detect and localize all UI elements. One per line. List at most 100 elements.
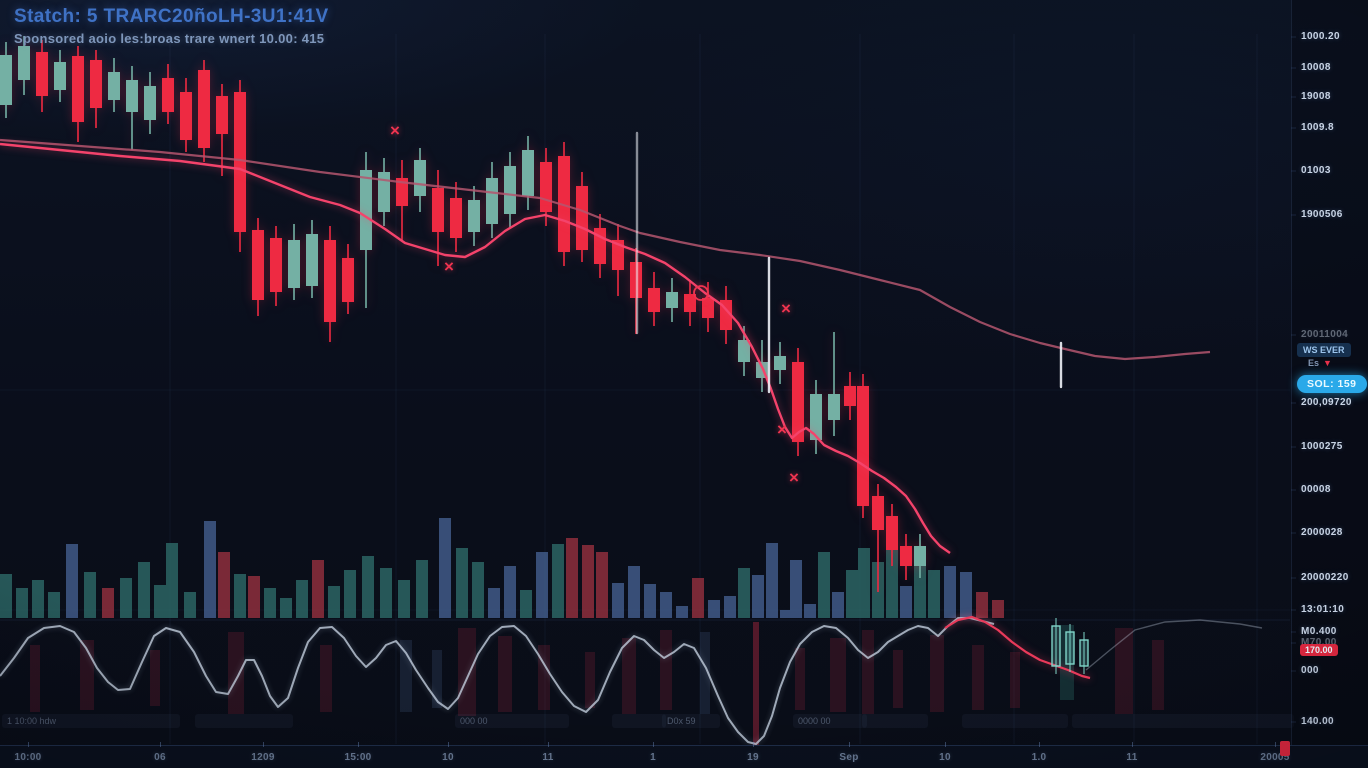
oscillator-stripe <box>622 638 636 714</box>
axis-marker-red <box>1280 741 1290 756</box>
candle-body <box>666 292 678 308</box>
candle-body <box>738 340 750 362</box>
price-axis-label: 13:01:10 <box>1301 604 1345 615</box>
volume-bar <box>738 568 750 618</box>
volume-bar <box>960 572 972 618</box>
circle-mark <box>693 285 709 301</box>
candle-body <box>810 394 822 440</box>
oscillator-stripe <box>320 645 332 712</box>
price-axis-label: 01003 <box>1301 165 1331 176</box>
volume-bar <box>0 574 12 618</box>
oscillator-line <box>0 617 995 745</box>
volume-bar <box>612 583 624 618</box>
change-value: Es <box>1308 358 1320 368</box>
volume-bar <box>644 584 656 618</box>
volume-bar <box>48 592 60 618</box>
volume-bar <box>102 588 114 618</box>
candle-body <box>144 86 156 120</box>
oscillator-stripe <box>585 652 595 708</box>
candle-body <box>414 160 426 196</box>
volume-bar <box>596 552 608 618</box>
volume-bar <box>780 610 792 618</box>
volume-bar <box>708 600 720 618</box>
volume-bar <box>439 518 451 618</box>
x-mark: × <box>444 257 454 276</box>
price-axis-label: 140.00 <box>1301 716 1334 727</box>
candle-body <box>576 186 588 250</box>
candle-body <box>324 240 336 322</box>
volume-bar <box>296 580 308 618</box>
candle-body <box>396 178 408 206</box>
volume-bar <box>120 578 132 618</box>
time-axis-tick <box>1132 742 1133 747</box>
price-axis-label: 10008 <box>1301 62 1331 73</box>
oscillator-stripe <box>930 635 944 712</box>
candle-body <box>72 56 84 122</box>
oscillator-stripe <box>458 628 476 716</box>
time-axis-tick <box>1039 742 1040 747</box>
mini-candle <box>1065 631 1075 665</box>
ma-slow-line <box>0 138 1211 361</box>
volume-histogram <box>0 518 1004 618</box>
time-axis-label: 1 <box>650 752 656 763</box>
candle-body <box>126 80 138 112</box>
candle-body <box>872 496 884 530</box>
volume-bar <box>818 552 830 618</box>
time-axis-label: 1209 <box>251 752 275 763</box>
candlesticks <box>0 36 926 592</box>
price-axis[interactable]: 1000.20 10008 19008 1009.8 01003 1900506 20011… <box>1291 0 1368 745</box>
volume-bar <box>552 544 564 618</box>
volume-bar <box>154 585 166 618</box>
oscillator-stripe <box>830 638 846 712</box>
footer-chip: 1 10:00 hdw <box>2 714 180 728</box>
candle-body <box>486 178 498 224</box>
oscillator-stripe <box>228 632 244 714</box>
time-axis-tick <box>160 742 161 747</box>
volume-bar <box>16 588 28 618</box>
mini-candle <box>1051 625 1061 667</box>
volume-bar <box>264 588 276 618</box>
volume-bar <box>628 566 640 618</box>
time-axis-tick <box>28 742 29 747</box>
candle-body <box>234 92 246 232</box>
x-mark: × <box>390 121 400 140</box>
candle-body <box>342 258 354 302</box>
price-axis-label: 200,09720 <box>1301 397 1352 408</box>
volume-bar <box>380 568 392 618</box>
footer-chip <box>1072 714 1294 728</box>
time-axis-tick <box>448 742 449 747</box>
footer-chip <box>962 714 1068 728</box>
time-axis-label: 20005 <box>1260 752 1290 763</box>
price-axis-label: 20000220 <box>1301 572 1349 583</box>
volume-bar <box>536 552 548 618</box>
volume-bar <box>280 598 292 618</box>
price-axis-label: 1000.20 <box>1301 31 1340 42</box>
time-axis-label: 10 <box>939 752 951 763</box>
volume-bar <box>804 604 816 618</box>
candle-body <box>288 240 300 288</box>
time-axis-label: 11 <box>542 752 554 763</box>
candle-body <box>108 72 120 100</box>
time-axis[interactable]: 10:00 06 1209 15:00 10 11 1 19 Sep 10 1.0 11 20005 <box>0 742 1368 768</box>
volume-bar <box>928 570 940 618</box>
volume-bar <box>858 548 870 618</box>
volume-bar <box>84 572 96 618</box>
volume-bar <box>846 570 858 618</box>
current-price-badge: SOL: 159 <box>1297 375 1367 393</box>
candle-body <box>612 240 624 270</box>
price-axis-label: 1009.8 <box>1301 122 1334 133</box>
volume-bar <box>166 543 178 618</box>
candle-body <box>378 172 390 212</box>
symbol-title: Statch: 5 TRARC20ñoLH-3U1:41V <box>14 6 329 27</box>
candle-body <box>558 156 570 252</box>
candle-body <box>702 298 714 318</box>
volume-bar <box>832 592 844 618</box>
x-mark: × <box>781 299 791 318</box>
footer-chip <box>195 714 293 728</box>
time-axis-tick <box>653 742 654 747</box>
volume-bar <box>344 570 356 618</box>
down-arrow-icon: ▼ <box>1323 358 1332 368</box>
time-axis-tick <box>358 742 359 747</box>
